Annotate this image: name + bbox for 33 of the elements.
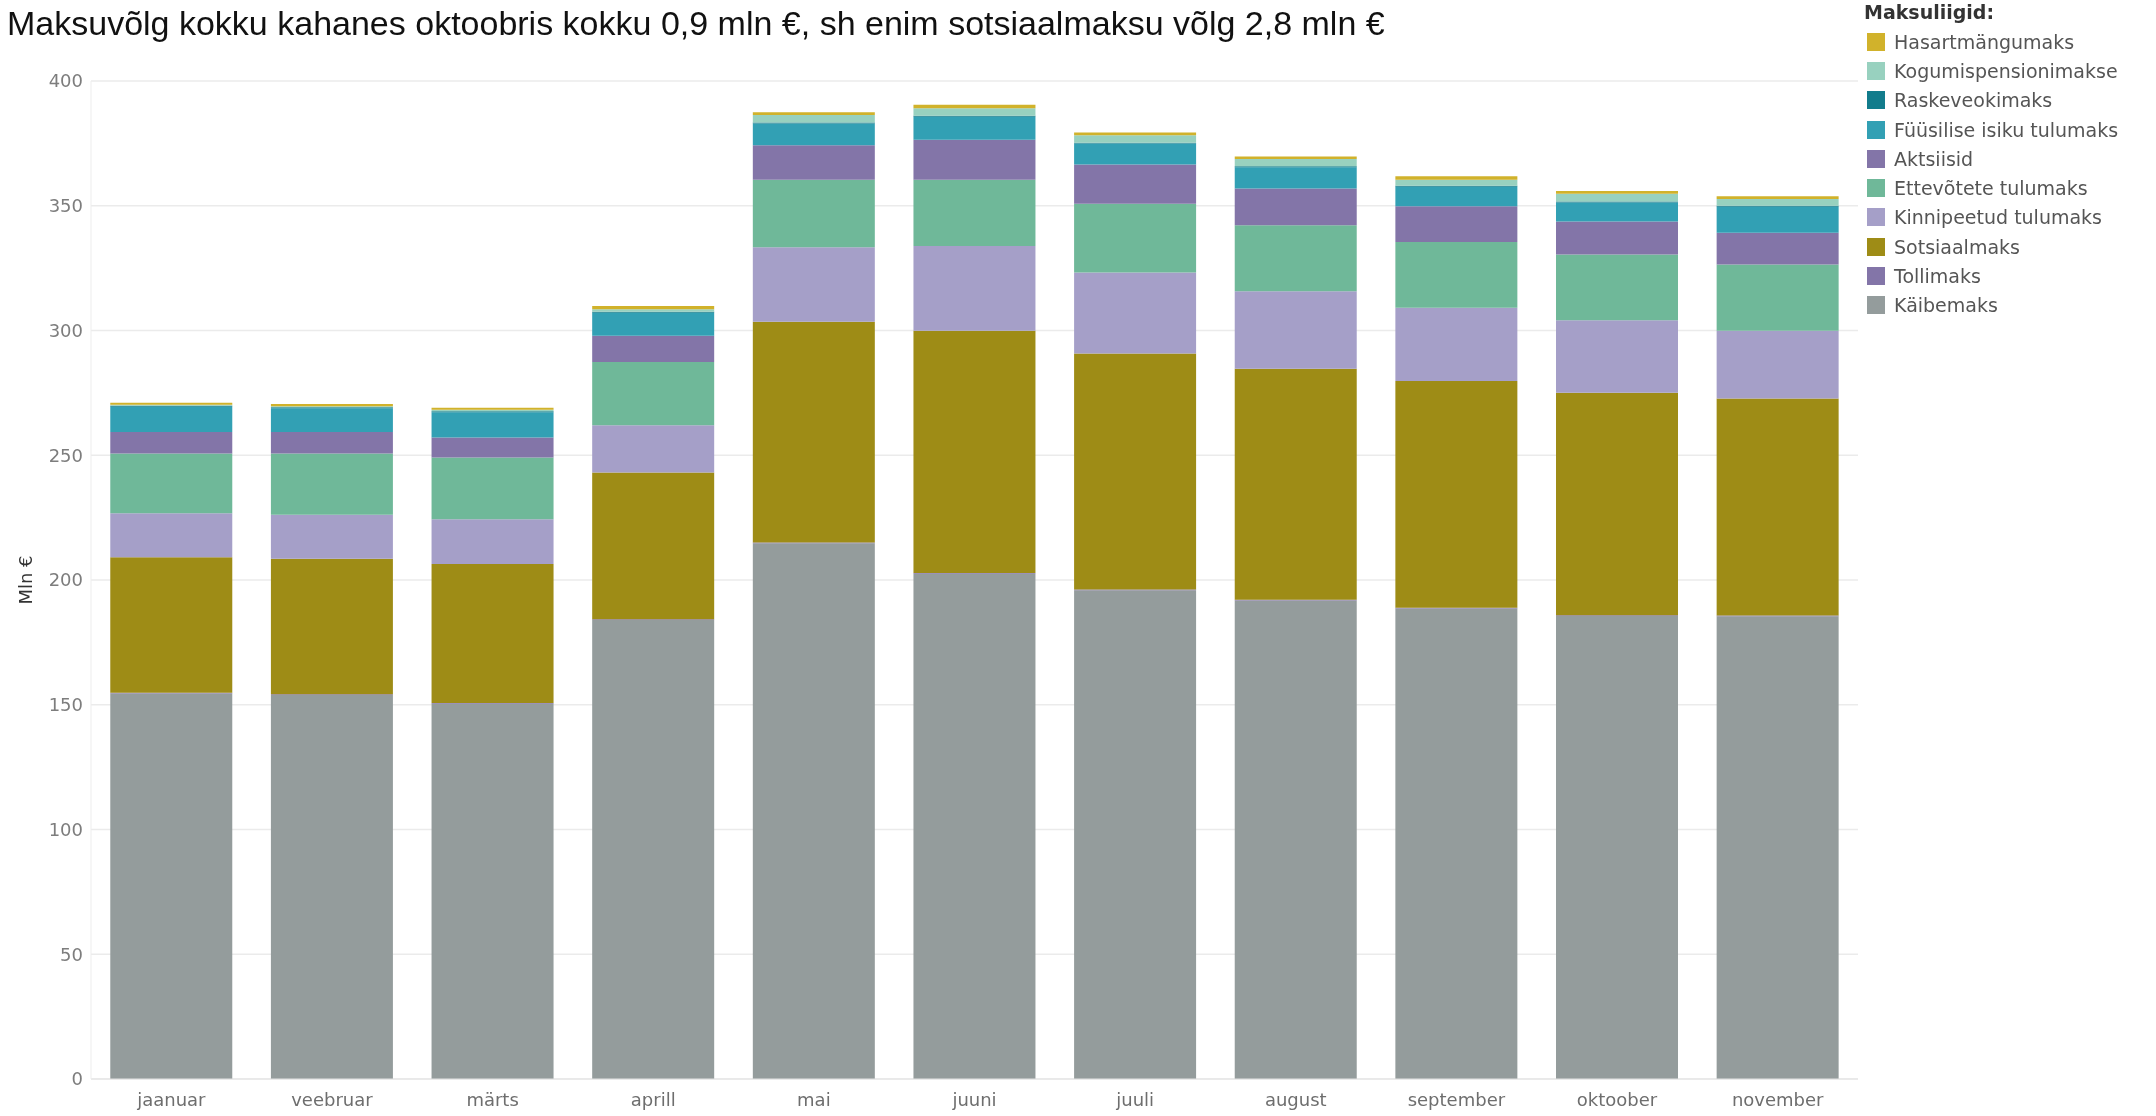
x-tick-label: mai xyxy=(797,1088,831,1110)
x-tick-label: november xyxy=(1731,1088,1825,1110)
y-tick-label: 300 xyxy=(48,319,83,341)
legend-label: Raskeveokimaks xyxy=(1894,89,2053,112)
x-tick-label: oktoober xyxy=(1576,1088,1658,1110)
legend-label: Sotsiaalmaks xyxy=(1894,235,2020,258)
legend-label: Käibemaks xyxy=(1894,294,1998,317)
y-tick-label: 250 xyxy=(48,444,83,466)
x-tick-label: juuni xyxy=(951,1088,997,1110)
legend-label: Aktsiisid xyxy=(1894,147,1974,170)
legend-title: Maksuliigid: xyxy=(1863,0,1996,25)
y-axis-title: Mln € xyxy=(14,555,36,605)
x-tick-label: jaanuar xyxy=(136,1088,207,1110)
x-tick-label: aprill xyxy=(630,1088,676,1110)
x-tick-label: september xyxy=(1407,1088,1506,1110)
legend-label: Kinnipeetud tulumaks xyxy=(1894,206,2102,229)
x-tick-label: august xyxy=(1264,1088,1327,1110)
y-tick-label: 50 xyxy=(60,943,83,965)
y-tick-label: 200 xyxy=(48,569,83,591)
legend-label: Tollimaks xyxy=(1894,265,1981,288)
y-tick-label: 400 xyxy=(48,70,83,92)
y-tick-label: 0 xyxy=(71,1068,83,1090)
legend-label: Füüsilise isiku tulumaks xyxy=(1894,118,2119,141)
y-tick-label: 150 xyxy=(48,694,83,716)
x-tick-label: juuli xyxy=(1115,1088,1155,1110)
legend-label: Kogumispensionimakse xyxy=(1894,59,2118,82)
y-tick-label: 350 xyxy=(48,195,83,217)
legend-label: Hasartmängumaks xyxy=(1894,30,2075,53)
y-tick-label: 100 xyxy=(48,818,83,840)
legend-label: Ettevõtete tulumaks xyxy=(1894,177,2088,200)
x-tick-label: veebruar xyxy=(291,1088,374,1110)
x-tick-label: märts xyxy=(466,1088,519,1110)
chart-title: Maksuvõlg kokku kahanes oktoobris kokku 0,9 mln €, sh enim sotsiaalmaksu võlg 2,8 mln € xyxy=(7,4,1385,43)
